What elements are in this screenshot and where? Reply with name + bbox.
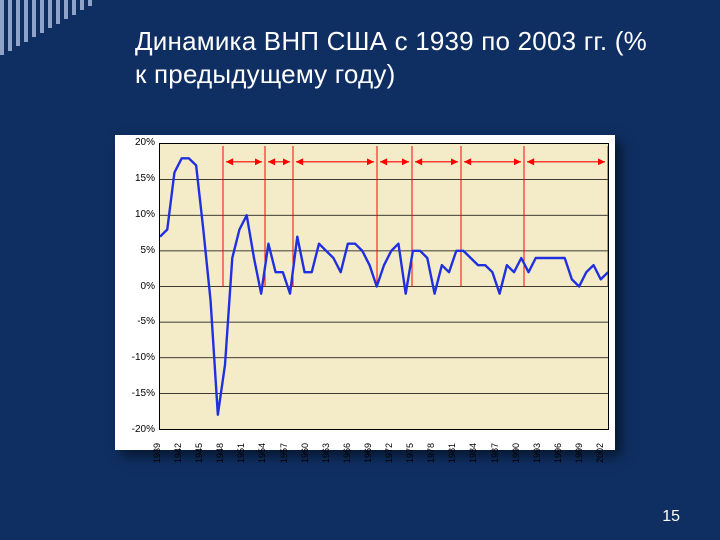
x-tick-label: 1978 [426, 443, 436, 463]
x-tick-label: 1984 [468, 443, 478, 463]
x-tick-label: 1987 [490, 443, 500, 463]
x-tick-label: 1996 [553, 443, 563, 463]
x-tick-label: 1990 [511, 443, 521, 463]
x-tick-label: 1957 [279, 443, 289, 463]
x-tick-label: 1969 [363, 443, 373, 463]
x-tick-label: 1993 [532, 443, 542, 463]
x-tick-label: 1942 [173, 443, 183, 463]
y-tick-label: -15% [115, 389, 155, 399]
x-tick-label: 1945 [194, 443, 204, 463]
x-tick-label: 1951 [236, 443, 246, 463]
x-tick-label: 1939 [152, 443, 162, 463]
y-tick-label: 0% [115, 282, 155, 292]
y-tick-label: 15% [115, 174, 155, 184]
x-tick-label: 1975 [405, 443, 415, 463]
x-tick-label: 2002 [595, 443, 605, 463]
x-tick-label: 1954 [257, 443, 267, 463]
x-tick-label: 1948 [215, 443, 225, 463]
chart-panel: 20%15%10%5%0%-5%-10%-15%-20% 19391942194… [115, 135, 615, 450]
chart-svg [160, 144, 608, 429]
y-tick-label: 20% [115, 138, 155, 148]
slide-title: Динамика ВНП США с 1939 по 2003 гг. (% к… [135, 25, 665, 90]
plot-area [159, 143, 609, 430]
y-tick-label: -20% [115, 425, 155, 435]
x-tick-label: 1963 [321, 443, 331, 463]
x-tick-label: 1960 [300, 443, 310, 463]
x-tick-label: 1966 [342, 443, 352, 463]
x-tick-label: 1972 [384, 443, 394, 463]
x-tick-label: 1999 [574, 443, 584, 463]
y-tick-label: 5% [115, 246, 155, 256]
y-tick-label: 10% [115, 210, 155, 220]
y-tick-label: -5% [115, 317, 155, 327]
corner-decoration [0, 0, 120, 55]
y-tick-label: -10% [115, 353, 155, 363]
x-tick-label: 1981 [447, 443, 457, 463]
page-number: 15 [662, 508, 680, 526]
